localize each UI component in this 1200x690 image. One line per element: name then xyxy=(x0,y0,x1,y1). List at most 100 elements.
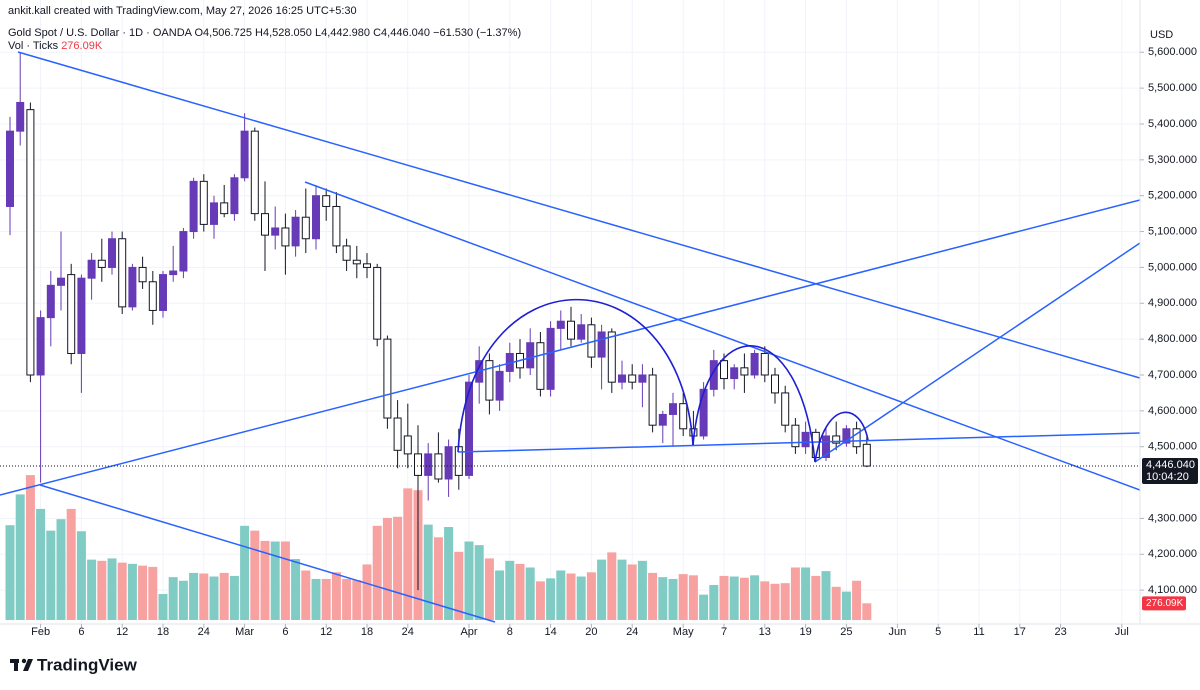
candle-body xyxy=(597,331,606,358)
volume-bar xyxy=(474,545,484,620)
candle-body xyxy=(261,213,269,236)
x-tick-label: 24 xyxy=(198,626,210,638)
volume-bar xyxy=(801,567,811,620)
x-tick-label: 24 xyxy=(626,626,638,638)
candle-body xyxy=(842,428,851,444)
legend-ohlc: Gold Spot / U.S. Dollar · 1D · OANDA O4,… xyxy=(8,27,521,39)
ohlc-letter: L xyxy=(315,27,321,39)
ohlc-value: 4,442.980 xyxy=(321,27,370,39)
x-tick-label: 19 xyxy=(799,626,811,638)
volume-bar xyxy=(229,575,239,620)
volume-bar xyxy=(841,591,851,620)
volume-bar xyxy=(607,552,617,620)
volume-bar xyxy=(148,566,158,620)
candle-body xyxy=(822,435,830,458)
volume-bar xyxy=(15,494,25,620)
ohlc-value: 4,506.725 xyxy=(203,27,252,39)
volume-bar xyxy=(668,578,678,620)
y-tick-label: 4,300.000 xyxy=(1148,512,1197,524)
candle-body xyxy=(628,374,637,383)
candle-body xyxy=(373,266,382,340)
volume-bar xyxy=(576,576,586,620)
volume-bar xyxy=(515,563,525,620)
x-tick-label: 11 xyxy=(973,626,984,638)
trend-line xyxy=(17,51,1140,379)
candle-body xyxy=(567,320,575,340)
volume-bar xyxy=(484,558,494,620)
volume-bar xyxy=(688,575,698,620)
credit: ankit.kall created with TradingView.com,… xyxy=(8,5,357,17)
candle-body xyxy=(77,277,86,354)
ohlc-letter: O xyxy=(194,27,203,39)
logo-icon xyxy=(14,659,18,671)
volume-bar xyxy=(76,531,86,620)
candle-body xyxy=(363,263,371,268)
ohlc-letter: C xyxy=(373,27,381,39)
candle-body xyxy=(781,392,790,426)
candle-body xyxy=(301,216,310,240)
y-tick-label: 4,900.000 xyxy=(1148,297,1197,309)
volume-bar xyxy=(597,559,607,620)
candle-body xyxy=(16,101,25,132)
y-tick-label: 5,300.000 xyxy=(1148,154,1197,166)
volume-bar xyxy=(729,576,739,620)
ohlc-letter: H xyxy=(255,27,263,39)
volume-bar xyxy=(250,530,260,620)
volume-bar xyxy=(586,572,596,620)
candle-body xyxy=(546,327,555,390)
volume-bar xyxy=(760,581,770,620)
candle-body xyxy=(720,360,728,380)
y-tick-label: 5,100.000 xyxy=(1148,225,1197,237)
ohlc-value: 4,446.040 xyxy=(381,27,430,39)
volume-bar xyxy=(97,560,107,620)
x-tick-label: Jul xyxy=(1115,626,1129,638)
volume-bar xyxy=(372,525,382,620)
candle-body xyxy=(638,374,647,383)
volume-bar xyxy=(658,577,668,620)
candle-body xyxy=(128,266,137,308)
volume-value: 276.09K xyxy=(61,40,103,52)
volume-bar xyxy=(617,559,627,620)
x-tick-label: Feb xyxy=(31,626,50,638)
y-tick-label: 5,500.000 xyxy=(1148,82,1197,94)
trend-line xyxy=(304,181,1140,491)
candle-body xyxy=(485,360,494,401)
candle-body xyxy=(322,195,331,207)
x-tick-label: May xyxy=(673,626,694,638)
candle-body xyxy=(465,381,473,476)
logo-icon xyxy=(21,658,27,664)
volume-bar xyxy=(291,559,301,620)
arc xyxy=(457,298,694,453)
volume-bar xyxy=(107,558,117,620)
y-tick-label: 4,800.000 xyxy=(1148,333,1197,345)
symbol: Gold Spot / U.S. Dollar · 1D · OANDA xyxy=(8,27,193,39)
volume-bar xyxy=(280,541,290,620)
candle-body xyxy=(312,195,320,240)
candle-body xyxy=(730,367,739,380)
volume-bar xyxy=(811,575,821,620)
candle-body xyxy=(26,109,35,376)
change: −61.530 (−1.37%) xyxy=(433,27,521,39)
volume-bar xyxy=(352,580,362,620)
volume-bar xyxy=(87,559,97,620)
candle-body xyxy=(87,259,96,279)
y-tick-label: 5,600.000 xyxy=(1148,46,1197,58)
candle-body xyxy=(169,270,178,276)
volume-bar xyxy=(66,508,76,620)
volume-bar xyxy=(189,572,199,620)
volume-bar xyxy=(240,525,250,620)
candle-body xyxy=(862,443,871,467)
ohlc-value: 4,528.050 xyxy=(263,27,312,39)
candle-body xyxy=(801,431,810,448)
candle-body xyxy=(679,403,688,430)
candle-body xyxy=(118,238,127,308)
candle-body xyxy=(210,202,218,225)
volume-bar xyxy=(270,541,280,620)
candle-body xyxy=(97,259,106,268)
volume-bar xyxy=(209,576,219,620)
volume-bar xyxy=(138,565,148,620)
candle-body xyxy=(424,453,433,476)
candle-body xyxy=(699,388,708,437)
last-price-label: 4,446.040 xyxy=(1146,459,1195,471)
